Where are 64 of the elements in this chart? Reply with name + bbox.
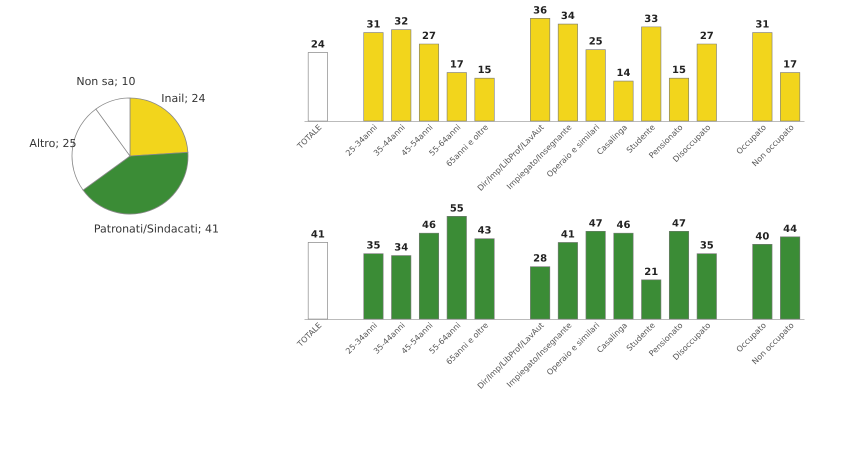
- bar: [586, 49, 606, 122]
- data-label: 27: [422, 30, 436, 42]
- bar: [530, 266, 550, 320]
- bar: [752, 244, 772, 320]
- bar: [391, 255, 412, 320]
- data-label: 31: [366, 20, 380, 31]
- slice-label: Patronati/Sindacati; 41: [94, 222, 219, 236]
- data-label: 47: [588, 218, 603, 230]
- data-label: 21: [644, 266, 658, 278]
- bar: [308, 52, 328, 122]
- bar: [474, 238, 495, 320]
- bar: [446, 72, 467, 122]
- data-label: 24: [310, 40, 325, 51]
- data-label: 32: [394, 16, 408, 28]
- data-label: 40: [755, 231, 770, 242]
- data-label: 41: [560, 229, 575, 240]
- data-label: 25: [588, 36, 603, 48]
- data-label: 34: [560, 11, 575, 22]
- bar: [446, 216, 467, 320]
- bar: [613, 232, 634, 320]
- data-label: 15: [478, 65, 492, 76]
- bar: [641, 279, 662, 320]
- data-label: 55: [450, 203, 464, 214]
- data-label: 27: [700, 30, 714, 42]
- bar: [641, 26, 662, 122]
- data-label: 46: [422, 220, 436, 232]
- bar: [613, 80, 634, 122]
- data-label: 43: [478, 226, 492, 237]
- data-label: 34: [394, 242, 408, 254]
- bar: [752, 32, 772, 122]
- data-label: 28: [533, 254, 548, 265]
- bar: [418, 44, 440, 122]
- data-label: 14: [616, 68, 630, 80]
- data-label: 17: [783, 60, 798, 71]
- bar: [668, 78, 690, 122]
- bar: [391, 29, 412, 122]
- bar: [530, 18, 550, 122]
- data-label: 36: [533, 5, 548, 16]
- bar: [696, 253, 717, 320]
- data-label: 17: [450, 60, 464, 71]
- data-label: 31: [755, 20, 770, 31]
- bar: [586, 230, 606, 320]
- bar: [363, 32, 384, 122]
- data-label: 46: [616, 220, 630, 232]
- bar: [363, 253, 384, 320]
- slice-label: Altro; 25: [29, 136, 77, 150]
- bar: [558, 24, 578, 122]
- data-label: 35: [366, 240, 380, 252]
- bar: [668, 230, 690, 320]
- slice-label: Inail; 24: [161, 92, 206, 106]
- data-label: 41: [310, 229, 325, 240]
- bar: [780, 236, 800, 320]
- bar: [418, 232, 440, 320]
- bar: [474, 78, 495, 122]
- bar: [558, 242, 578, 320]
- data-label: 15: [672, 65, 686, 76]
- data-label: 33: [644, 14, 658, 25]
- bar: [308, 242, 328, 320]
- bar: [780, 72, 800, 122]
- data-label: 44: [783, 224, 798, 235]
- data-label: 47: [672, 218, 686, 230]
- slice-label: Non sa; 10: [76, 74, 136, 88]
- bar: [696, 44, 717, 122]
- data-label: 35: [700, 240, 714, 252]
